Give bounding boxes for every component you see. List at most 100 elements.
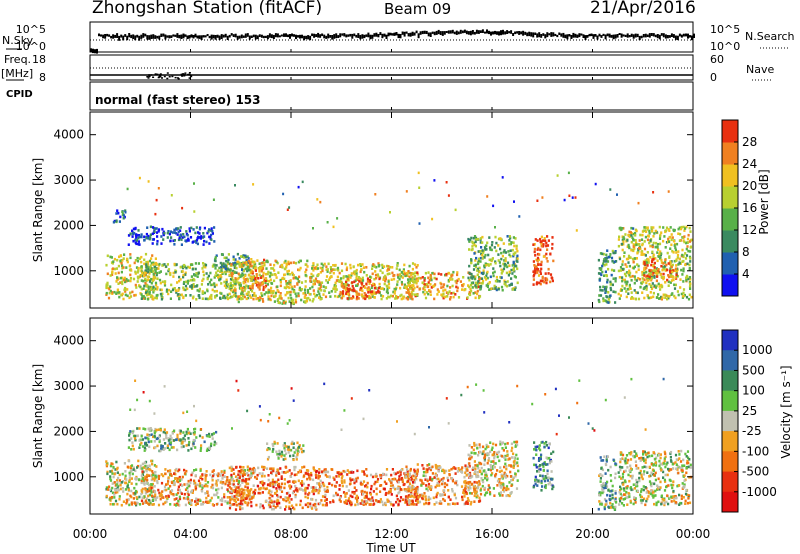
power-scatter-cell	[260, 267, 263, 270]
velocity-scatter-cell	[240, 499, 243, 503]
velocity-scatter-cell	[242, 479, 245, 482]
nsky-point	[433, 31, 436, 36]
velocity-scatter-cell	[173, 429, 176, 433]
power-scatter-cell	[482, 251, 485, 254]
power-scatter-cell	[167, 268, 171, 271]
power-scatter-cell	[182, 233, 185, 236]
power-scatter-cell	[250, 289, 254, 293]
nsky-point	[264, 35, 267, 38]
power-scatter-cell	[410, 295, 413, 298]
velocity-scatter-cell	[406, 503, 409, 506]
velocity-scatter-cell	[254, 488, 257, 492]
power-scatter-cell	[650, 287, 654, 291]
velocity-scatter-cell	[191, 471, 194, 475]
power-scatter-cell	[360, 293, 363, 296]
power-scatter-cell	[200, 235, 203, 238]
power-scatter-cell	[285, 265, 288, 269]
nsky-point	[592, 34, 595, 39]
power-scatter-cell	[268, 275, 272, 278]
velocity-scatter-cell	[261, 480, 264, 484]
nsky-point	[317, 32, 320, 38]
power-scatter-cell	[222, 262, 225, 265]
velocity-scatter-cell	[147, 427, 150, 431]
power-scatter-cell	[674, 269, 677, 273]
power-scatter-cell	[323, 262, 326, 266]
nsky-point	[674, 35, 677, 40]
power-scatter-cell	[667, 237, 670, 241]
power-scatter-cell	[544, 239, 547, 243]
power-scatter-cell	[598, 294, 601, 297]
velocity-scatter-cell	[158, 435, 161, 439]
power-scatter-cell	[222, 265, 226, 268]
power-scatter-cell	[685, 276, 688, 280]
velocity-scatter-cell	[393, 471, 396, 475]
power-scatter-cell	[142, 297, 145, 300]
nsky-point	[540, 34, 543, 38]
power-scatter-cell	[173, 287, 176, 290]
nsky-point	[467, 31, 470, 35]
power-scatter-cell	[607, 301, 610, 304]
power-scatter-cell	[222, 296, 225, 300]
nsky-point	[475, 29, 478, 34]
freq-point	[177, 77, 180, 80]
power-scatter-cell	[477, 250, 480, 253]
velocity-scatter-cell	[233, 495, 236, 498]
power-scatter-cell	[540, 263, 543, 267]
velocity-scatter-cell	[238, 476, 241, 480]
velocity-scatter-cell	[234, 488, 237, 492]
power-scatter-cell	[413, 263, 417, 266]
power-scatter-cell	[674, 267, 678, 271]
velocity-scatter-cell	[285, 505, 288, 508]
velocity-scatter-cell	[105, 486, 108, 489]
power-scatter-cell	[209, 235, 212, 239]
power-scatter-cell	[246, 277, 249, 281]
power-scatter-cell	[239, 255, 243, 258]
nsky-point	[357, 33, 360, 38]
nsky-point	[373, 33, 376, 37]
power-scatter-cell	[260, 275, 263, 278]
velocity-scatter-cell	[258, 472, 261, 475]
power-scatter-cell	[650, 277, 653, 280]
velocity-scatter-cell	[370, 499, 373, 503]
power-scatter-cell	[503, 262, 506, 266]
nsky-point	[435, 30, 438, 35]
power-scatter-cell	[516, 267, 519, 271]
power-scatter-cell	[645, 288, 648, 291]
velocity-scatter-cell	[176, 448, 179, 452]
power-scatter-cell	[178, 236, 181, 240]
power-scatter-cell	[681, 260, 684, 263]
velocity-scatter-cell	[148, 429, 151, 432]
power-scatter-cell	[391, 266, 394, 269]
power-scatter-cell	[674, 248, 677, 252]
power-scatter-cell	[532, 283, 535, 286]
nsky-point	[574, 33, 577, 38]
power-scatter-cell	[477, 280, 480, 283]
velocity-scatter-cell	[320, 470, 323, 473]
power-scatter-cell	[400, 293, 403, 297]
velocity-scatter-cell	[354, 503, 357, 507]
power-scatter-cell	[145, 269, 148, 272]
power-scatter-cell	[207, 297, 210, 301]
velocity-scatter-cell	[112, 466, 115, 469]
power-scatter-cell	[286, 270, 289, 273]
power-scatter-cell	[319, 271, 322, 274]
power-scatter-cell	[407, 291, 410, 294]
power-scatter-cell	[179, 226, 182, 229]
velocity-scatter-cell	[116, 502, 119, 506]
power-scatter-cell	[609, 280, 612, 284]
velocity-scatter-cell	[211, 433, 214, 436]
velocity-scatter-cell	[200, 444, 203, 447]
power-scatter-cell	[470, 236, 473, 240]
power-scatter-cell	[659, 250, 662, 253]
power-scatter-cell	[689, 278, 692, 281]
power-scatter-cell	[284, 300, 287, 304]
velocity-scatter-cell	[190, 473, 193, 477]
velocity-scatter-cell	[274, 506, 277, 509]
nsky-point	[552, 32, 555, 37]
velocity-scatter-cell	[170, 489, 174, 492]
power-scatter-cell	[139, 285, 142, 289]
power-scatter-cell	[367, 286, 370, 289]
power-scatter-cell	[198, 232, 201, 235]
power-scatter-cell	[135, 286, 138, 289]
velocity-scatter-cell	[189, 481, 192, 485]
